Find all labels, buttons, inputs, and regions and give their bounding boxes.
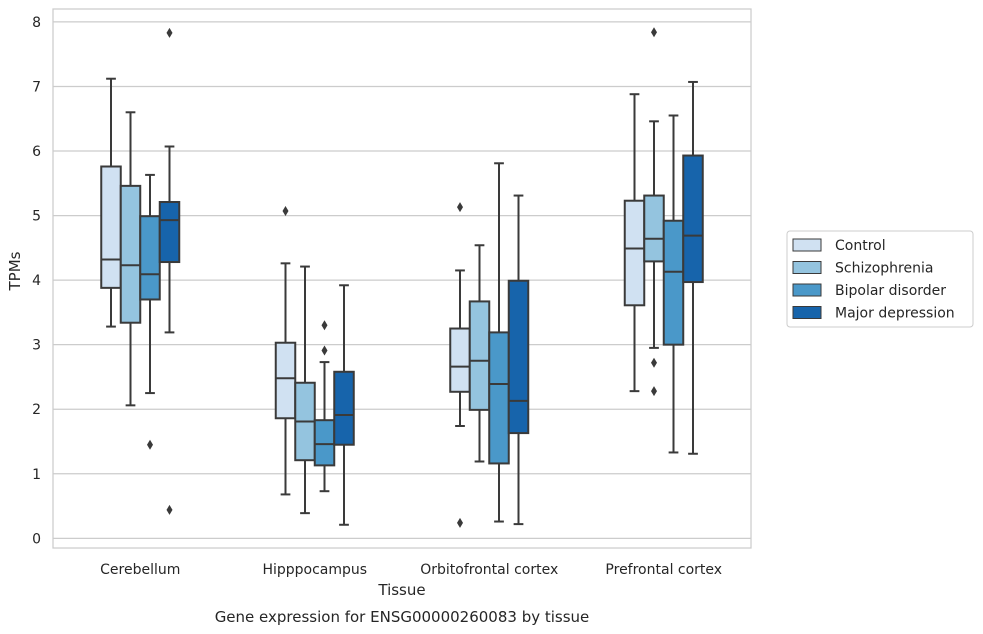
box-major-depression <box>333 284 355 526</box>
box-iqr <box>313 419 336 467</box>
box-iqr <box>274 341 297 420</box>
box-iqr <box>139 215 161 301</box>
box-major-depression <box>507 194 530 526</box>
outlier-point <box>147 439 153 450</box>
box-iqr <box>488 331 510 465</box>
legend-label: Schizophrenia <box>835 261 933 277</box>
outlier-point <box>457 202 463 213</box>
outlier-point <box>321 345 328 356</box>
x-tick-label: Orbitofrontal cortex <box>420 562 558 578</box>
y-tick-label: 1 <box>32 467 41 483</box>
legend-frame <box>786 230 974 328</box>
y-tick-label: 5 <box>32 209 41 225</box>
legend-swatch <box>792 261 822 274</box>
outlier-point <box>457 517 463 528</box>
legend: Control Schizophrenia Bipolar disorder Majo… <box>786 230 974 328</box>
legend-label: Major depression <box>835 306 955 322</box>
y-tick-label: 2 <box>32 402 41 418</box>
box-bipolar-disorder <box>488 162 510 523</box>
legend-label: Control <box>835 238 886 254</box>
box-iqr <box>468 300 491 411</box>
x-tick-label: Prefrontal cortex <box>605 562 722 578</box>
outlier-point <box>651 27 657 38</box>
box-schizophrenia <box>119 111 142 407</box>
box-iqr <box>662 219 685 346</box>
outlier-point <box>166 27 173 38</box>
legend-label: Bipolar disorder <box>835 283 946 299</box>
y-tick-label: 0 <box>32 531 41 547</box>
outlier-point <box>282 206 289 217</box>
box-control <box>449 202 471 528</box>
y-axis-label: TPMs <box>6 251 24 291</box>
box-iqr <box>682 154 704 284</box>
box-control <box>274 206 297 496</box>
box-iqr <box>507 279 530 435</box>
y-tick-label: 3 <box>32 338 41 354</box>
box-bipolar-disorder <box>313 320 336 493</box>
box-iqr <box>643 194 665 263</box>
outlier-point <box>321 320 328 331</box>
y-tick-label: 8 <box>32 15 41 31</box>
outlier-point <box>651 357 657 368</box>
legend-swatch <box>792 283 822 297</box>
x-tick-label: Hipppocampus <box>262 562 367 578</box>
box-control <box>623 93 646 393</box>
outlier-point <box>651 386 657 397</box>
y-axis-ticks: 0 1 2 3 4 5 6 7 8 <box>32 15 41 547</box>
outlier-point <box>166 504 173 515</box>
legend-swatch <box>792 306 822 319</box>
plot-frame <box>52 8 752 549</box>
y-tick-label: 7 <box>32 79 41 95</box>
y-tick-label: 6 <box>32 144 41 160</box>
box-iqr <box>100 165 122 289</box>
x-tick-label: Cerebellum <box>100 562 180 578</box>
box-iqr <box>158 201 181 264</box>
box-major-depression <box>158 27 181 515</box>
x-axis-label: Tissue <box>377 581 425 599</box>
box-major-depression <box>682 80 704 455</box>
box-groups <box>100 27 704 528</box>
box-iqr <box>449 327 471 393</box>
box-iqr <box>333 370 355 446</box>
x-axis-ticks: Cerebellum Hipppocampus Orbitofrontal cort… <box>100 562 722 578</box>
legend-swatch <box>792 238 822 252</box>
figure-caption: Gene expression for ENSG00000260083 by t… <box>215 608 590 626</box>
y-tick-label: 4 <box>32 273 41 289</box>
box-iqr <box>119 184 142 324</box>
box-iqr <box>623 199 646 307</box>
